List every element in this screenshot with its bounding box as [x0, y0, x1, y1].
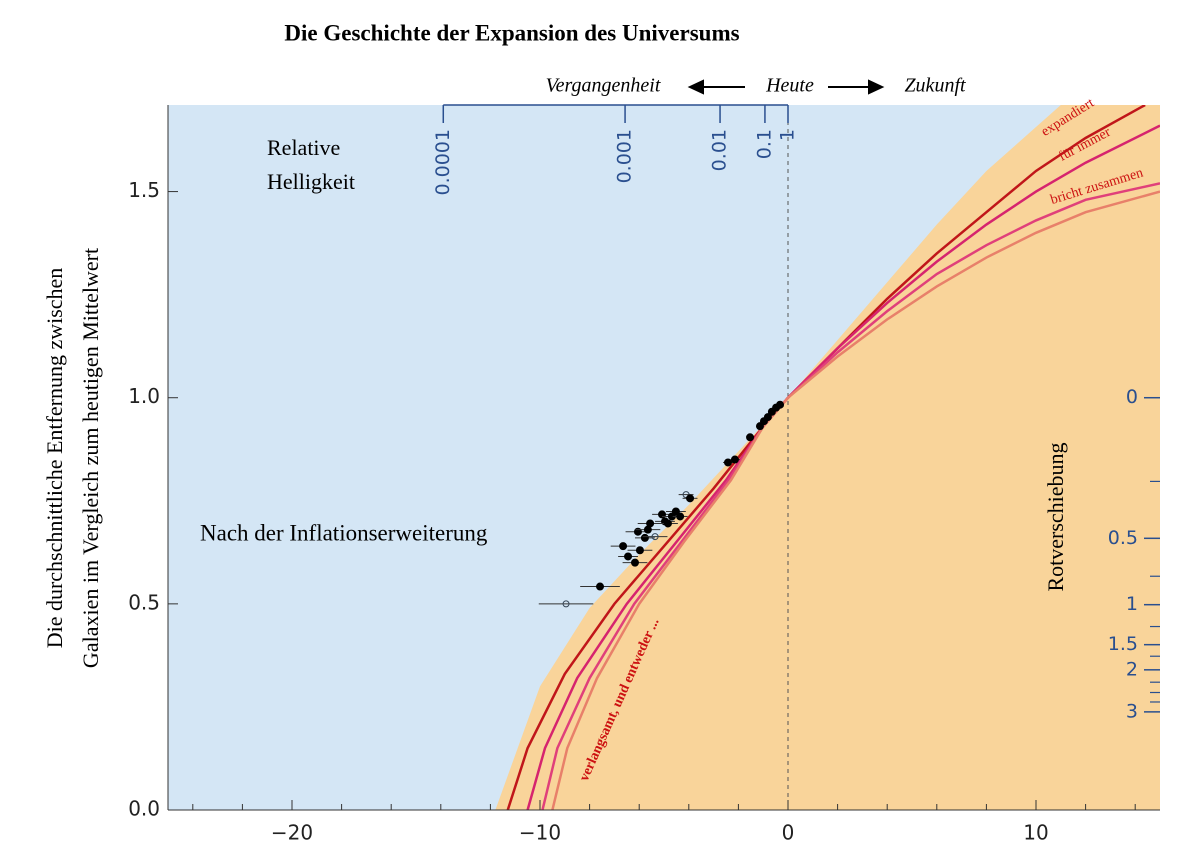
- data-point: [630, 558, 639, 567]
- data-point: [776, 400, 785, 409]
- annotation: Nach der Inflationserweiterung: [200, 520, 488, 545]
- right-tick-label: 2: [1126, 658, 1138, 680]
- data-point: [646, 519, 655, 528]
- x-tick-label: −10: [519, 821, 561, 845]
- right-tick-label: 1.5: [1108, 633, 1138, 655]
- right-tick-label: 3: [1126, 700, 1138, 722]
- curve: [551, 190, 1160, 810]
- top-tick-label: 0.1: [753, 129, 775, 159]
- data-point: [596, 582, 605, 591]
- top-tick-label: 0.01: [709, 129, 731, 171]
- chart-title: Die Geschichte der Expansion des Univers…: [284, 20, 739, 45]
- clipped-layer: [495, 105, 1160, 810]
- x-tick-label: 10: [1023, 821, 1048, 845]
- y-tick-label: 0.5: [128, 590, 160, 614]
- data-point: [686, 494, 695, 503]
- data-point: [730, 455, 739, 464]
- x-tick-label: −20: [271, 821, 313, 845]
- right-tick-label: 1: [1126, 593, 1138, 615]
- y-tick-label: 1.0: [128, 384, 160, 408]
- data-point: [671, 507, 680, 516]
- y-tick-label: 1.5: [128, 178, 160, 202]
- top-axis-label: Relative: [267, 135, 340, 160]
- x-tick-label: 0: [782, 821, 795, 845]
- data-point: [651, 533, 659, 541]
- top-tick-label: 0.0001: [432, 129, 454, 195]
- data-point: [635, 546, 644, 555]
- top-axis-label: Helligkeit: [267, 169, 355, 194]
- data-point: [624, 552, 633, 561]
- data-point: [723, 458, 732, 467]
- arrows: [687, 79, 885, 95]
- region: [495, 105, 1160, 810]
- data-point: [676, 512, 685, 521]
- top-tick-label: 1: [777, 129, 799, 141]
- data-point: [640, 533, 649, 542]
- right-tick-label: 0.5: [1108, 527, 1138, 549]
- data-point: [562, 600, 570, 608]
- y-tick-label: 0.0: [128, 797, 160, 821]
- data-point: [663, 519, 672, 528]
- y-axis-label: Die durchschnittliche Entfernung zwische…: [42, 268, 67, 649]
- future-label: Zukunft: [904, 75, 966, 97]
- data-point: [746, 433, 755, 442]
- right-axis-label: Rotverschiebung: [1043, 442, 1068, 591]
- y-axis-label: Galaxien im Vergleich zum heutigen Mitte…: [78, 248, 103, 668]
- right-tick-label: 0: [1126, 386, 1138, 408]
- now-label: Heute: [765, 75, 814, 97]
- data-point: [763, 413, 772, 422]
- top-tick-label: 0.001: [614, 129, 636, 183]
- data-point: [619, 542, 628, 551]
- past-label: Vergangenheit: [546, 75, 661, 97]
